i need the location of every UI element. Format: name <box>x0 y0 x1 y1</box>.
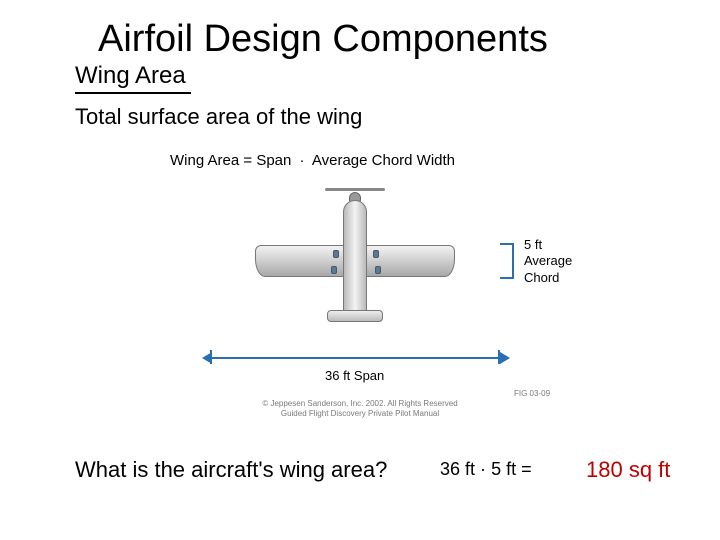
span-line-icon <box>210 357 500 359</box>
span-tick-right-icon <box>498 350 500 364</box>
aircraft-window <box>373 250 379 258</box>
wing-area-diagram: 5 ft Average Chord 36 ft Span FIG 03-09 … <box>100 185 620 405</box>
section-subtitle: Wing Area <box>75 62 186 90</box>
copyright-line: Guided Flight Discovery Private Pilot Ma… <box>250 409 470 419</box>
calc-eq: = <box>521 459 532 479</box>
formula-line: Wing Area = Span · Average Chord Width <box>170 152 455 169</box>
subtitle-underline <box>75 92 191 94</box>
aircraft-fuselage <box>343 200 367 322</box>
dot-operator-icon: · <box>296 152 309 169</box>
formula-lhs: Wing Area <box>170 152 239 169</box>
formula-term1: Span <box>256 152 291 169</box>
chord-value: 5 ft <box>524 237 572 253</box>
chord-bracket-icon <box>500 243 514 279</box>
formula-term2: Average Chord Width <box>312 152 455 169</box>
section-description: Total surface area of the wing <box>75 104 362 130</box>
calculation-expression: 36 ft · 5 ft = <box>440 459 532 480</box>
question-text: What is the aircraft's wing area? <box>75 457 387 483</box>
span-label: 36 ft Span <box>325 368 384 383</box>
aircraft-window <box>333 250 339 258</box>
aircraft-window <box>331 266 337 274</box>
dot-operator-icon: · <box>480 459 486 479</box>
calc-a: 36 ft <box>440 459 475 479</box>
copyright-text: © Jeppesen Sanderson, Inc. 2002. All Rig… <box>250 399 470 420</box>
chord-text: Chord <box>524 270 572 286</box>
aircraft-top-view <box>255 190 455 335</box>
answer-text: 180 sq ft <box>586 457 670 483</box>
propeller-icon <box>325 188 385 191</box>
figure-id: FIG 03-09 <box>514 389 550 398</box>
aircraft-window <box>375 266 381 274</box>
chord-text: Average <box>524 253 572 269</box>
aircraft-tailplane <box>327 310 383 322</box>
calc-b: 5 ft <box>491 459 516 479</box>
formula-eq: = <box>243 152 252 169</box>
chord-label: 5 ft Average Chord <box>524 237 572 286</box>
page-title: Airfoil Design Components <box>98 18 548 61</box>
copyright-line: © Jeppesen Sanderson, Inc. 2002. All Rig… <box>250 399 470 409</box>
span-arrow-right-icon <box>500 352 510 364</box>
